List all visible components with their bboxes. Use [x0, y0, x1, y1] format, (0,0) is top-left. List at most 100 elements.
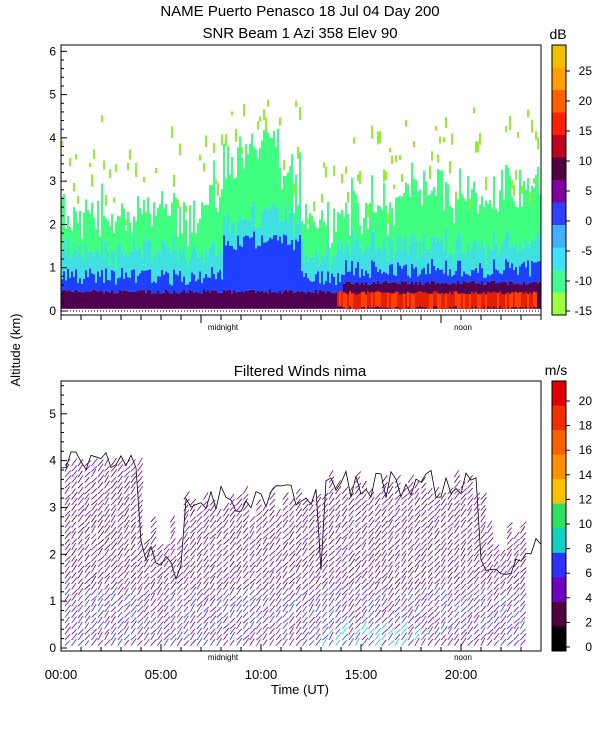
winds-barb [480, 637, 486, 646]
winds-barb [355, 510, 361, 517]
winds-barb [520, 542, 527, 551]
winds-barb [506, 553, 512, 562]
winds-barb [335, 628, 341, 635]
winds-barb [117, 521, 124, 528]
winds-barb [91, 581, 97, 590]
snr-cell-upper [321, 210, 323, 255]
winds-barb [183, 640, 190, 646]
snr-cell-core [515, 291, 517, 307]
winds-barb [341, 547, 348, 556]
winds-barb [163, 599, 171, 607]
winds-barb [355, 583, 361, 590]
snr-cell-surface [181, 292, 183, 309]
winds-barb [487, 605, 494, 613]
winds-barb [196, 566, 203, 573]
snr-cell-core [381, 292, 383, 308]
snr-cell-upper [499, 190, 501, 250]
winds-barb [427, 622, 434, 630]
snr-cell-low [247, 236, 249, 291]
winds-barb [480, 496, 487, 506]
winds-barb [249, 598, 256, 607]
winds-barb [295, 638, 302, 646]
winds-barb [335, 577, 341, 585]
winds-barb [361, 487, 368, 495]
winds-barb [328, 631, 334, 641]
snr-colorbar-label: 20 [579, 94, 593, 108]
snr-cell-upper [109, 226, 111, 265]
winds-barb [302, 519, 309, 528]
winds-barb [249, 621, 255, 629]
winds-barb [335, 514, 341, 523]
snr-cell-surface [125, 290, 127, 309]
snr-cell-mid [389, 238, 391, 265]
snr-cell-low [425, 274, 427, 283]
winds-barb [427, 505, 433, 512]
winds-barb [229, 609, 235, 618]
snr-cell-low [477, 272, 479, 283]
snr-cell-upper [399, 195, 401, 237]
snr-cell-low [117, 278, 119, 293]
winds-barb [513, 549, 519, 556]
winds-barb [295, 605, 302, 613]
snr-cell-surface [261, 290, 263, 309]
winds-barb [506, 548, 513, 556]
winds-barb [150, 592, 156, 601]
winds-barb [229, 631, 236, 641]
winds-barb [137, 542, 143, 551]
winds-barb [203, 549, 208, 556]
snr-cell-mid [283, 220, 285, 235]
snr-cell-upper [495, 208, 497, 244]
snr-colorbar-label: 5 [585, 184, 592, 198]
winds-barb [368, 628, 375, 635]
snr-cell-core [467, 293, 469, 309]
winds-barb [355, 537, 362, 545]
winds-barb [454, 576, 460, 585]
winds-barb [163, 605, 169, 613]
winds-barb [289, 599, 296, 607]
winds-barb [249, 611, 255, 618]
winds-barb [190, 509, 195, 517]
winds-barb [216, 626, 223, 635]
snr-cell-surface [87, 291, 89, 309]
winds-barb [176, 558, 183, 568]
winds-barb [242, 622, 249, 630]
snr-cell-mid [315, 248, 317, 274]
winds-barb [124, 493, 130, 500]
winds-barb [302, 555, 309, 562]
winds-barb [256, 532, 262, 540]
snr-cell-core [415, 292, 417, 308]
snr-cell-low [205, 273, 207, 292]
winds-barb [282, 610, 289, 618]
snr-cell-upper [121, 203, 123, 250]
snr-cell-upper [157, 207, 159, 250]
winds-barb [64, 525, 71, 534]
snr-cell-upper [91, 202, 93, 252]
winds-barb [407, 561, 413, 568]
winds-barb [216, 516, 222, 523]
winds-barb [176, 622, 183, 630]
snr-cell-low [539, 261, 541, 282]
winds-barb [282, 542, 289, 551]
winds-barb [447, 555, 454, 562]
winds-barb [143, 611, 150, 618]
snr-cell-mid [367, 249, 369, 274]
winds-barb [302, 533, 309, 540]
winds-barb [348, 566, 355, 573]
snr-cell-low [115, 284, 117, 294]
snr-cell-speck [115, 164, 117, 172]
snr-cell-mid [407, 254, 409, 276]
snr-cell-mid [393, 257, 395, 275]
snr-cell-mid [463, 252, 465, 272]
snr-cell-low [419, 274, 421, 282]
winds-barb [506, 583, 512, 590]
winds-barb [236, 555, 242, 562]
snr-cell-low [223, 235, 225, 290]
winds-barb [163, 566, 171, 573]
snr-cell-low [231, 245, 233, 294]
winds-barb [407, 487, 414, 495]
winds-barb [341, 566, 348, 573]
winds-barb [355, 482, 362, 489]
snr-cell-mid [353, 245, 355, 276]
snr-cell-low [99, 276, 101, 291]
winds-barb [229, 520, 235, 528]
